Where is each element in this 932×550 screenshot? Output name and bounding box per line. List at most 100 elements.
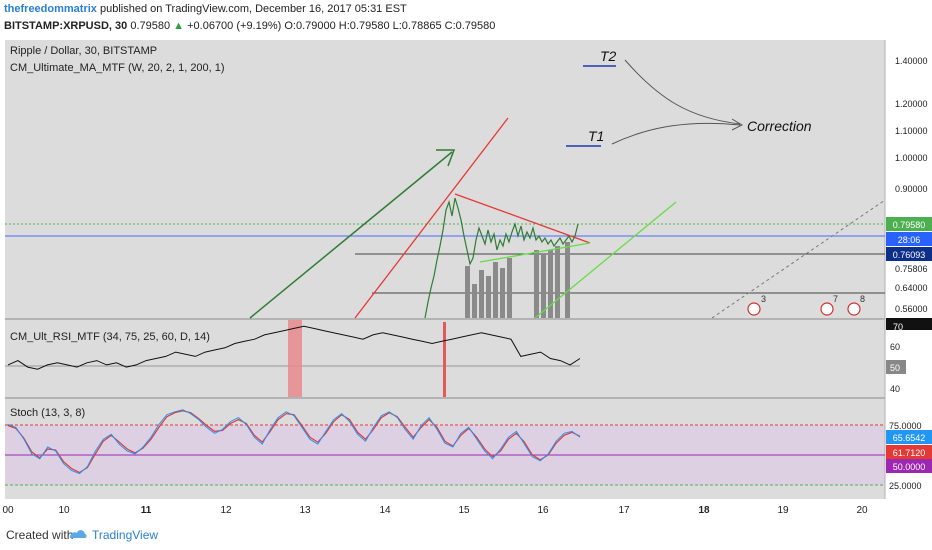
rsi-tick-label: 40: [890, 384, 900, 394]
price-change: +0.06700 (+9.19%): [187, 20, 282, 32]
time-tick-label: 12: [220, 505, 232, 516]
price-value-labels: 0.79580 28:06 0.76093: [886, 217, 932, 330]
stoch-tick-label: 75.0000: [889, 421, 922, 431]
price-value-label: 0.76093: [893, 250, 926, 260]
price-tick-label: 0.75806: [895, 264, 928, 274]
time-tick-label: 15: [458, 505, 470, 516]
price-value-label: 28:06: [898, 235, 921, 245]
volume-bar: [534, 250, 539, 318]
published-info: published on TradingView.com, December 1…: [99, 3, 407, 15]
rsi-pane-title[interactable]: CM_Ult_RSI_MTF (34, 75, 25, 60, D, 14): [10, 331, 210, 343]
price-tick-label: 0.90000: [895, 184, 928, 194]
time-tick-label: 18: [698, 505, 710, 516]
volume-bar: [565, 242, 570, 318]
main-pane-title: Ripple / Dollar, 30, BITSTAMP: [10, 45, 157, 57]
bullish-arrow-line[interactable]: [249, 151, 453, 319]
ohlc-high: H:0.79580: [338, 20, 390, 32]
rsi-highlight: [288, 320, 302, 397]
triangle-lower-line[interactable]: [479, 242, 591, 263]
stoch-d-line: [7, 410, 581, 474]
stoch-value-label: 61.7120: [893, 448, 926, 458]
footer: Created with TradingView: [0, 518, 932, 550]
main-pane[interactable]: [5, 40, 885, 318]
event-count: 8: [860, 294, 865, 304]
volume-bar: [486, 276, 491, 318]
time-tick-label: 20: [856, 505, 868, 516]
rsi-tick-box: [886, 360, 906, 374]
price-value-box: [886, 232, 932, 246]
time-tick-label: 16: [537, 505, 549, 516]
volume-bar: [541, 254, 546, 318]
event-flags[interactable]: 3 7 8: [747, 294, 865, 316]
price-line: [424, 197, 579, 319]
t2-curve-arrow: [624, 59, 741, 125]
last-price: 0.79580: [130, 20, 171, 32]
price-value-box: [886, 247, 932, 261]
correction-label: Correction: [747, 118, 812, 134]
time-tick-label: 00: [2, 505, 14, 516]
event-count: 7: [833, 294, 838, 304]
arrow-head-icon: [731, 118, 744, 131]
steep-trendline[interactable]: [354, 117, 509, 319]
volume-bar: [507, 258, 512, 318]
tradingview-logo-icon[interactable]: [68, 527, 88, 541]
support-trendline[interactable]: [534, 201, 677, 319]
time-tick-label: 10: [58, 505, 70, 516]
ohlc-close: C:0.79580: [444, 20, 496, 32]
stoch-value-labels: 65.6542 61.7120 50.0000: [886, 430, 932, 473]
bullish-arrow-head-icon: [436, 149, 456, 167]
stoch-value-label: 65.6542: [893, 433, 926, 443]
t1-curve-arrow: [611, 122, 741, 145]
up-arrow-icon: ▲: [173, 20, 185, 32]
time-tick-label: 13: [299, 505, 311, 516]
volume-bar: [555, 246, 560, 318]
stoch-pane-title[interactable]: Stoch (13, 3, 8): [10, 407, 85, 419]
t2-label: T2: [600, 48, 617, 64]
stoch-value-box: [886, 430, 932, 444]
event-count: 3: [761, 294, 766, 304]
price-tick-label: 0.56000: [895, 304, 928, 314]
price-tick-label: 0.64000: [895, 283, 928, 293]
ohlc-low: L:0.78865: [392, 20, 442, 32]
rsi-tick-label: 50: [890, 363, 900, 373]
price-tick-label: 1.10000: [895, 126, 928, 136]
us-flag-icon[interactable]: [820, 302, 834, 316]
volume-bar: [465, 266, 470, 318]
time-axis-ticks: 00 10 11 12 13 14 15 16 17 18 19 20: [2, 505, 868, 516]
created-with-label: Created with: [6, 528, 74, 542]
stoch-value-label: 50.0000: [893, 462, 926, 472]
chart-canvas[interactable]: T2 T1 Correction 3 7 8 Ripple / Dollar, …: [0, 40, 932, 518]
stoch-value-box: [886, 459, 932, 473]
time-axis[interactable]: [5, 499, 885, 518]
time-tick-label: 11: [141, 505, 152, 516]
rsi-line: [7, 325, 581, 370]
t1-label: T1: [588, 128, 604, 144]
us-flag-icon[interactable]: [847, 302, 861, 316]
symbol-label: BITSTAMP:XRPUSD, 30: [4, 20, 128, 32]
rsi-highlight: [443, 322, 446, 397]
time-tick-label: 14: [379, 505, 391, 516]
rsi-tick-label: 70: [893, 322, 903, 332]
price-tick-label: 1.00000: [895, 153, 928, 163]
dotted-projection: [711, 199, 886, 319]
volume-bar: [548, 250, 553, 318]
volume-bars: [465, 242, 570, 318]
us-flag-icon[interactable]: [747, 302, 761, 316]
volume-bar: [500, 268, 505, 318]
price-value-box: [886, 217, 932, 231]
ma-indicator-title[interactable]: CM_Ultimate_MA_MTF (W, 20, 2, 1, 200, 1): [10, 62, 225, 74]
stoch-value-box: [886, 445, 932, 459]
rsi-axis-ticks: 70 60 50 40: [886, 322, 906, 394]
rsi-tick-label: 60: [890, 342, 900, 352]
price-axis[interactable]: [885, 40, 932, 499]
tradingview-link[interactable]: TradingView: [92, 528, 159, 542]
price-tick-label: 1.40000: [895, 56, 928, 66]
author-name[interactable]: thefreedommatrix: [4, 3, 97, 15]
triangle-upper-line[interactable]: [454, 193, 591, 244]
chart-header: thefreedommatrix published on TradingVie…: [0, 0, 932, 40]
price-value-label: 0.79580: [893, 220, 926, 230]
price-axis-ticks: 1.40000 1.20000 1.10000 1.00000 0.90000 0.758…: [895, 56, 928, 314]
volume-bar: [493, 262, 498, 318]
stoch-k-line: [7, 409, 581, 475]
time-tick-label: 19: [777, 505, 789, 516]
